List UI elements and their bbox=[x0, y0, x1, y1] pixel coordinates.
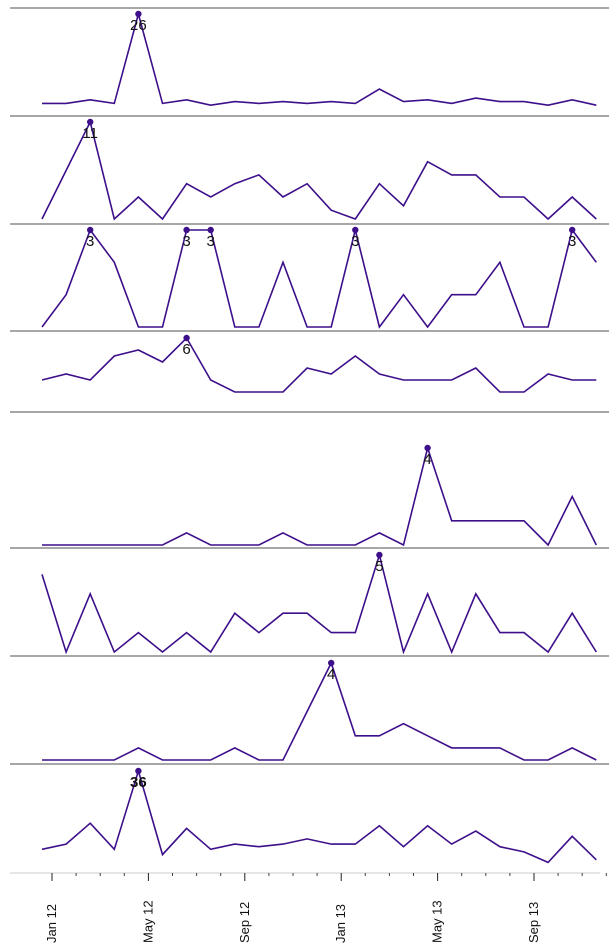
x-tick-label: May 13 bbox=[430, 900, 445, 943]
series-line bbox=[42, 660, 597, 761]
panel-6: 5 bbox=[41, 551, 597, 655]
series-line bbox=[41, 552, 597, 655]
peak-point bbox=[87, 118, 94, 126]
series-line bbox=[42, 445, 598, 547]
peak-point bbox=[135, 10, 142, 18]
peak-label: 3 bbox=[351, 233, 359, 250]
series-line bbox=[42, 10, 597, 107]
peak-label: 3 bbox=[86, 233, 94, 250]
peak-label: 6 bbox=[182, 341, 190, 358]
peak-point bbox=[569, 226, 576, 234]
x-tick-label: Jan 12 bbox=[44, 904, 59, 943]
series-line bbox=[41, 336, 597, 393]
peak-label: 3 bbox=[207, 233, 215, 250]
series-line bbox=[41, 768, 597, 864]
panel-1: 26 bbox=[42, 10, 597, 107]
peak-point bbox=[183, 334, 190, 342]
panel-5: 4 bbox=[42, 444, 598, 547]
peak-point bbox=[424, 444, 431, 452]
x-tick-label: Jan 13 bbox=[333, 904, 348, 943]
x-tick-label: May 12 bbox=[140, 900, 155, 943]
series-line bbox=[41, 228, 597, 329]
peak-label: 3 bbox=[182, 233, 190, 250]
series-line bbox=[41, 119, 597, 221]
peak-label: 4 bbox=[327, 666, 335, 683]
panel-4: 6 bbox=[41, 334, 597, 393]
peak-point bbox=[183, 226, 190, 234]
panel-7: 4 bbox=[42, 659, 597, 761]
peak-label: 11 bbox=[82, 125, 98, 142]
peak-point bbox=[87, 226, 94, 234]
peak-point bbox=[352, 226, 359, 234]
peak-label: 36 bbox=[130, 774, 147, 791]
peak-label: 3 bbox=[568, 233, 576, 250]
panel-2: 11 bbox=[41, 118, 597, 221]
peak-point bbox=[376, 551, 383, 559]
x-tick-label: Sep 12 bbox=[237, 902, 252, 943]
peak-point bbox=[135, 767, 142, 775]
x-tick-label: Sep 13 bbox=[526, 902, 541, 943]
peak-point bbox=[328, 659, 335, 667]
peak-label: 5 bbox=[375, 558, 383, 575]
peak-label: 26 bbox=[130, 17, 147, 34]
peak-label: 4 bbox=[423, 451, 431, 468]
x-axis: Jan 12 May 12 Sep 12 Jan 13 May 13 Sep 13 bbox=[10, 872, 607, 943]
panel-8: 36 bbox=[41, 767, 597, 864]
peak-point bbox=[207, 226, 214, 234]
